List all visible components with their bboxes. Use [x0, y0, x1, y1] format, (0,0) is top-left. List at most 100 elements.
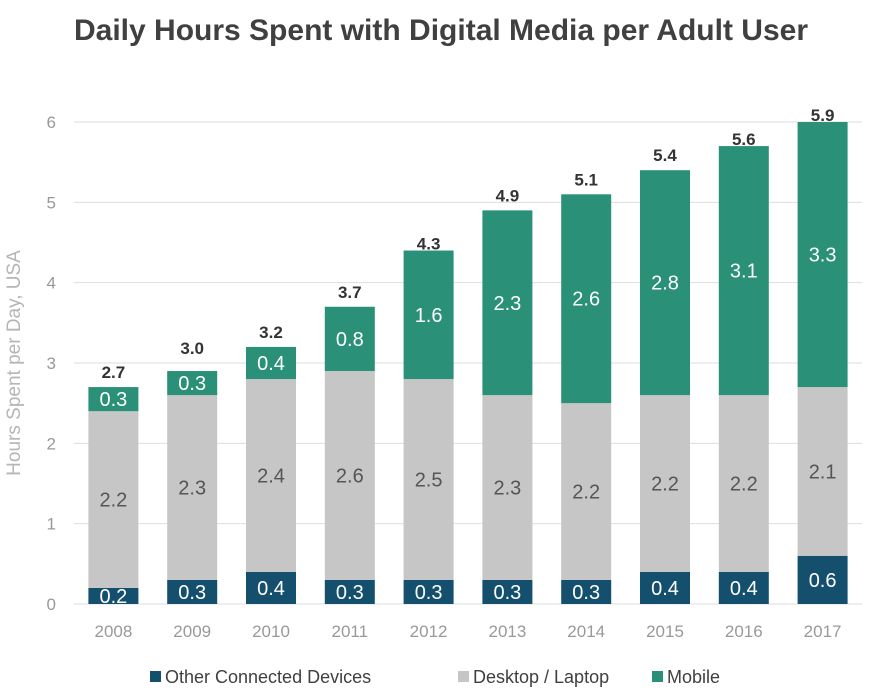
x-tick-label: 2017 — [804, 622, 842, 641]
data-label: 2.3 — [178, 478, 206, 500]
x-tick-label: 2008 — [94, 622, 132, 641]
x-tick-label: 2009 — [173, 622, 211, 641]
y-tick-label: 1 — [47, 515, 56, 534]
y-tick-label: 6 — [47, 113, 56, 132]
data-label: 2.3 — [493, 478, 521, 500]
data-label: 2.2 — [99, 490, 127, 512]
data-label: 0.3 — [178, 582, 206, 604]
total-label: 3.0 — [180, 339, 204, 358]
bar-segment — [561, 403, 612, 580]
y-tick-label: 2 — [47, 434, 56, 453]
bar-segment — [561, 194, 612, 404]
total-label: 4.3 — [417, 235, 441, 254]
bar-segment — [403, 379, 454, 580]
bar-segment — [324, 371, 375, 580]
data-label: 0.8 — [336, 329, 364, 351]
bar-segment — [640, 395, 690, 572]
bar-segment — [797, 122, 848, 388]
bar-segment — [797, 555, 848, 604]
legend-swatch — [458, 671, 469, 682]
bar-segment — [324, 579, 375, 604]
bar-segment — [640, 571, 690, 604]
legend: Other Connected Devices Desktop / Laptop M… — [150, 667, 720, 687]
data-label: 0.2 — [99, 586, 127, 608]
total-label: 2.7 — [102, 363, 126, 382]
data-label: 2.6 — [336, 465, 364, 487]
bar-segment — [640, 170, 690, 396]
data-label: 0.6 — [809, 570, 837, 592]
data-label: 0.4 — [730, 578, 758, 600]
data-label: 2.2 — [651, 474, 679, 496]
data-label: 1.6 — [415, 305, 443, 327]
bar-segment — [167, 579, 218, 604]
x-tick-label: 2016 — [725, 622, 763, 641]
y-tick-label: 0 — [47, 595, 56, 614]
total-label: 3.2 — [259, 323, 283, 342]
x-axis-ticks: 2008 2009 2010 2011 2012 2013 2014 2015 2016 2017 — [94, 622, 841, 641]
data-label: 0.4 — [651, 578, 679, 600]
bar-segment — [167, 395, 218, 580]
bar-segment — [718, 395, 769, 572]
bar-segment — [718, 146, 769, 396]
legend-label: Mobile — [667, 667, 720, 687]
data-label: 0.3 — [415, 582, 443, 604]
data-label: 0.3 — [99, 389, 127, 411]
total-label: 5.9 — [811, 106, 835, 125]
y-tick-label: 3 — [47, 354, 56, 373]
total-label: 3.7 — [338, 283, 362, 302]
total-label: 5.6 — [732, 130, 756, 149]
bar-segment — [246, 379, 296, 572]
bar-segment — [246, 571, 296, 604]
legend-swatch — [150, 671, 161, 682]
data-label: 0.3 — [572, 582, 600, 604]
bar-segment — [482, 579, 533, 604]
data-label: 0.4 — [257, 353, 285, 375]
bar-segment — [482, 395, 533, 580]
data-label: 3.3 — [809, 245, 837, 267]
bar-segment — [88, 411, 139, 588]
x-tick-label: 2012 — [410, 622, 448, 641]
legend-label: Other Connected Devices — [165, 667, 371, 687]
bar-segment — [88, 387, 139, 412]
bar-segment — [324, 306, 375, 372]
y-axis-label: Hours Spent per Day, USA — [4, 250, 25, 476]
bars: 0.2 2.2 0.3 2.7 0.3 2.3 0.3 3.0 0.4 2.4 0.4 3.2 0.3 2… — [88, 106, 848, 608]
x-tick-label: 2011 — [332, 622, 369, 641]
data-label: 2.8 — [651, 273, 679, 295]
data-label: 0.4 — [257, 578, 285, 600]
bar-segment — [561, 579, 612, 604]
y-tick-label: 4 — [47, 274, 56, 293]
data-label: 0.3 — [493, 582, 521, 604]
legend-label: Desktop / Laptop — [473, 667, 609, 687]
bar-segment — [403, 250, 454, 380]
data-label: 2.2 — [730, 474, 758, 496]
total-label: 5.4 — [653, 146, 677, 165]
bar-segment — [167, 371, 218, 396]
data-label: 2.2 — [572, 482, 600, 504]
data-label: 2.4 — [257, 465, 285, 487]
y-tick-label: 5 — [47, 193, 56, 212]
chart-title: Daily Hours Spent with Digital Media per… — [74, 14, 808, 47]
bar-segment — [88, 587, 139, 604]
data-label: 2.3 — [493, 293, 521, 315]
total-label: 4.9 — [496, 186, 520, 205]
data-label: 3.1 — [730, 261, 758, 283]
data-label: 0.3 — [178, 373, 206, 395]
data-label: 2.6 — [572, 289, 600, 311]
x-tick-label: 2014 — [567, 622, 605, 641]
bar-segment — [797, 387, 848, 556]
data-label: 2.5 — [415, 469, 443, 491]
data-label: 0.3 — [336, 582, 364, 604]
bar-segment — [246, 346, 296, 380]
total-label: 5.1 — [574, 170, 598, 189]
bar-segment — [718, 571, 769, 604]
x-tick-label: 2013 — [488, 622, 526, 641]
data-label: 2.1 — [809, 461, 837, 483]
y-axis-ticks: 0 1 2 3 4 5 6 — [47, 113, 56, 614]
bar-segment — [482, 210, 533, 396]
bar-segment — [403, 579, 454, 604]
x-tick-label: 2015 — [646, 622, 684, 641]
x-tick-label: 2010 — [252, 622, 290, 641]
legend-swatch — [652, 671, 663, 682]
